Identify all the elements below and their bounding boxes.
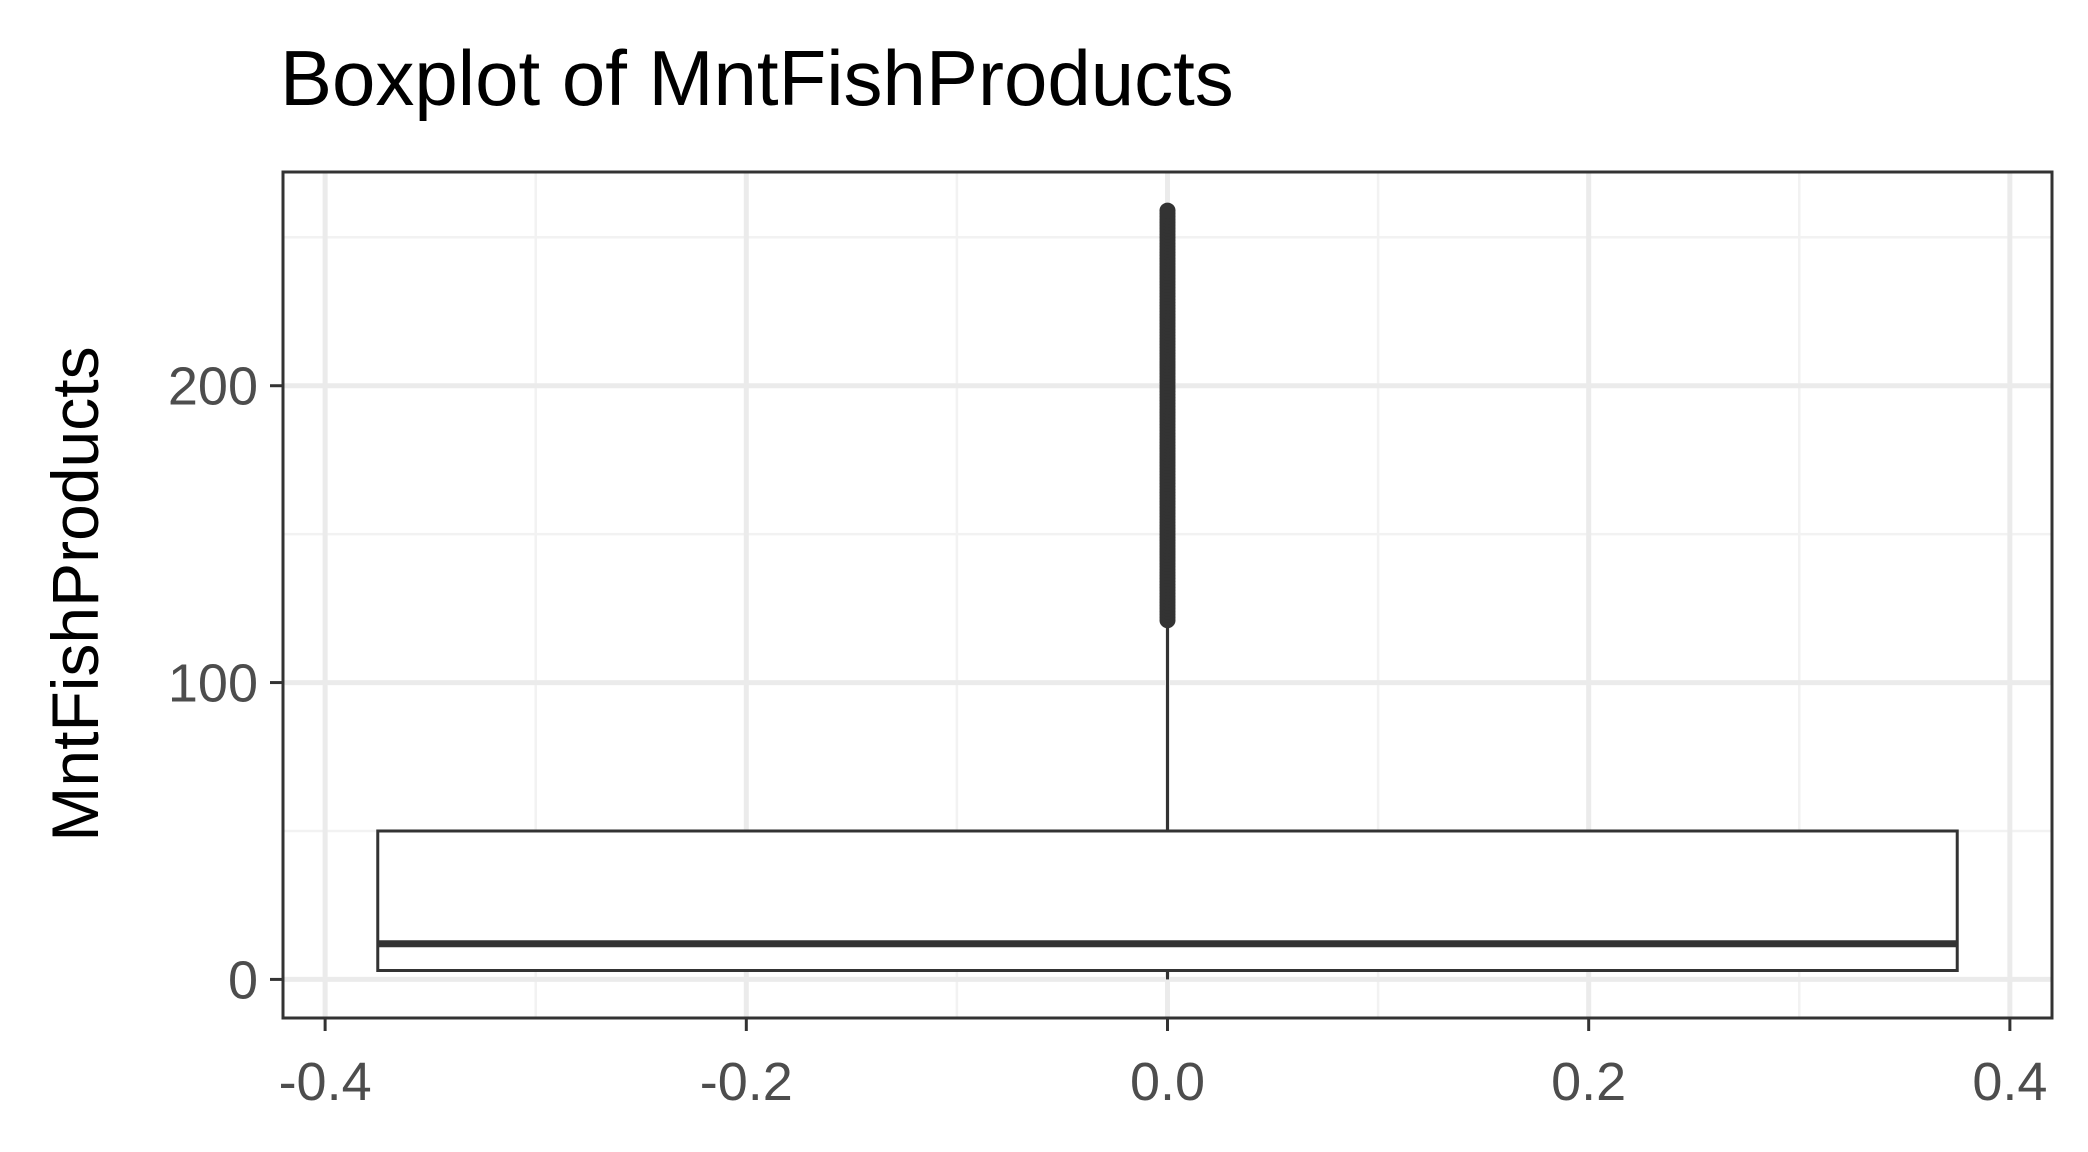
x-tick-label: 0.4 — [1972, 1052, 2047, 1112]
x-tick-label: 0.2 — [1551, 1052, 1626, 1112]
y-tick-label: 200 — [168, 357, 258, 417]
axis-ticks: -0.4 -0.2 0.0 0.2 0.4 0 100 200 — [168, 357, 2048, 1112]
x-tick-label: -0.2 — [700, 1052, 793, 1112]
y-axis-label: MntFishProducts — [38, 346, 112, 841]
x-tick-label: -0.4 — [279, 1052, 372, 1112]
y-tick-label: 100 — [168, 654, 258, 714]
box-iqr — [376, 829, 1959, 973]
y-tick-label: 0 — [228, 950, 258, 1010]
outlier-point — [1159, 202, 1176, 219]
chart-title: Boxplot of MntFishProducts — [280, 34, 1234, 122]
x-tick-label: 0.0 — [1130, 1052, 1205, 1112]
boxplot — [376, 202, 1959, 980]
